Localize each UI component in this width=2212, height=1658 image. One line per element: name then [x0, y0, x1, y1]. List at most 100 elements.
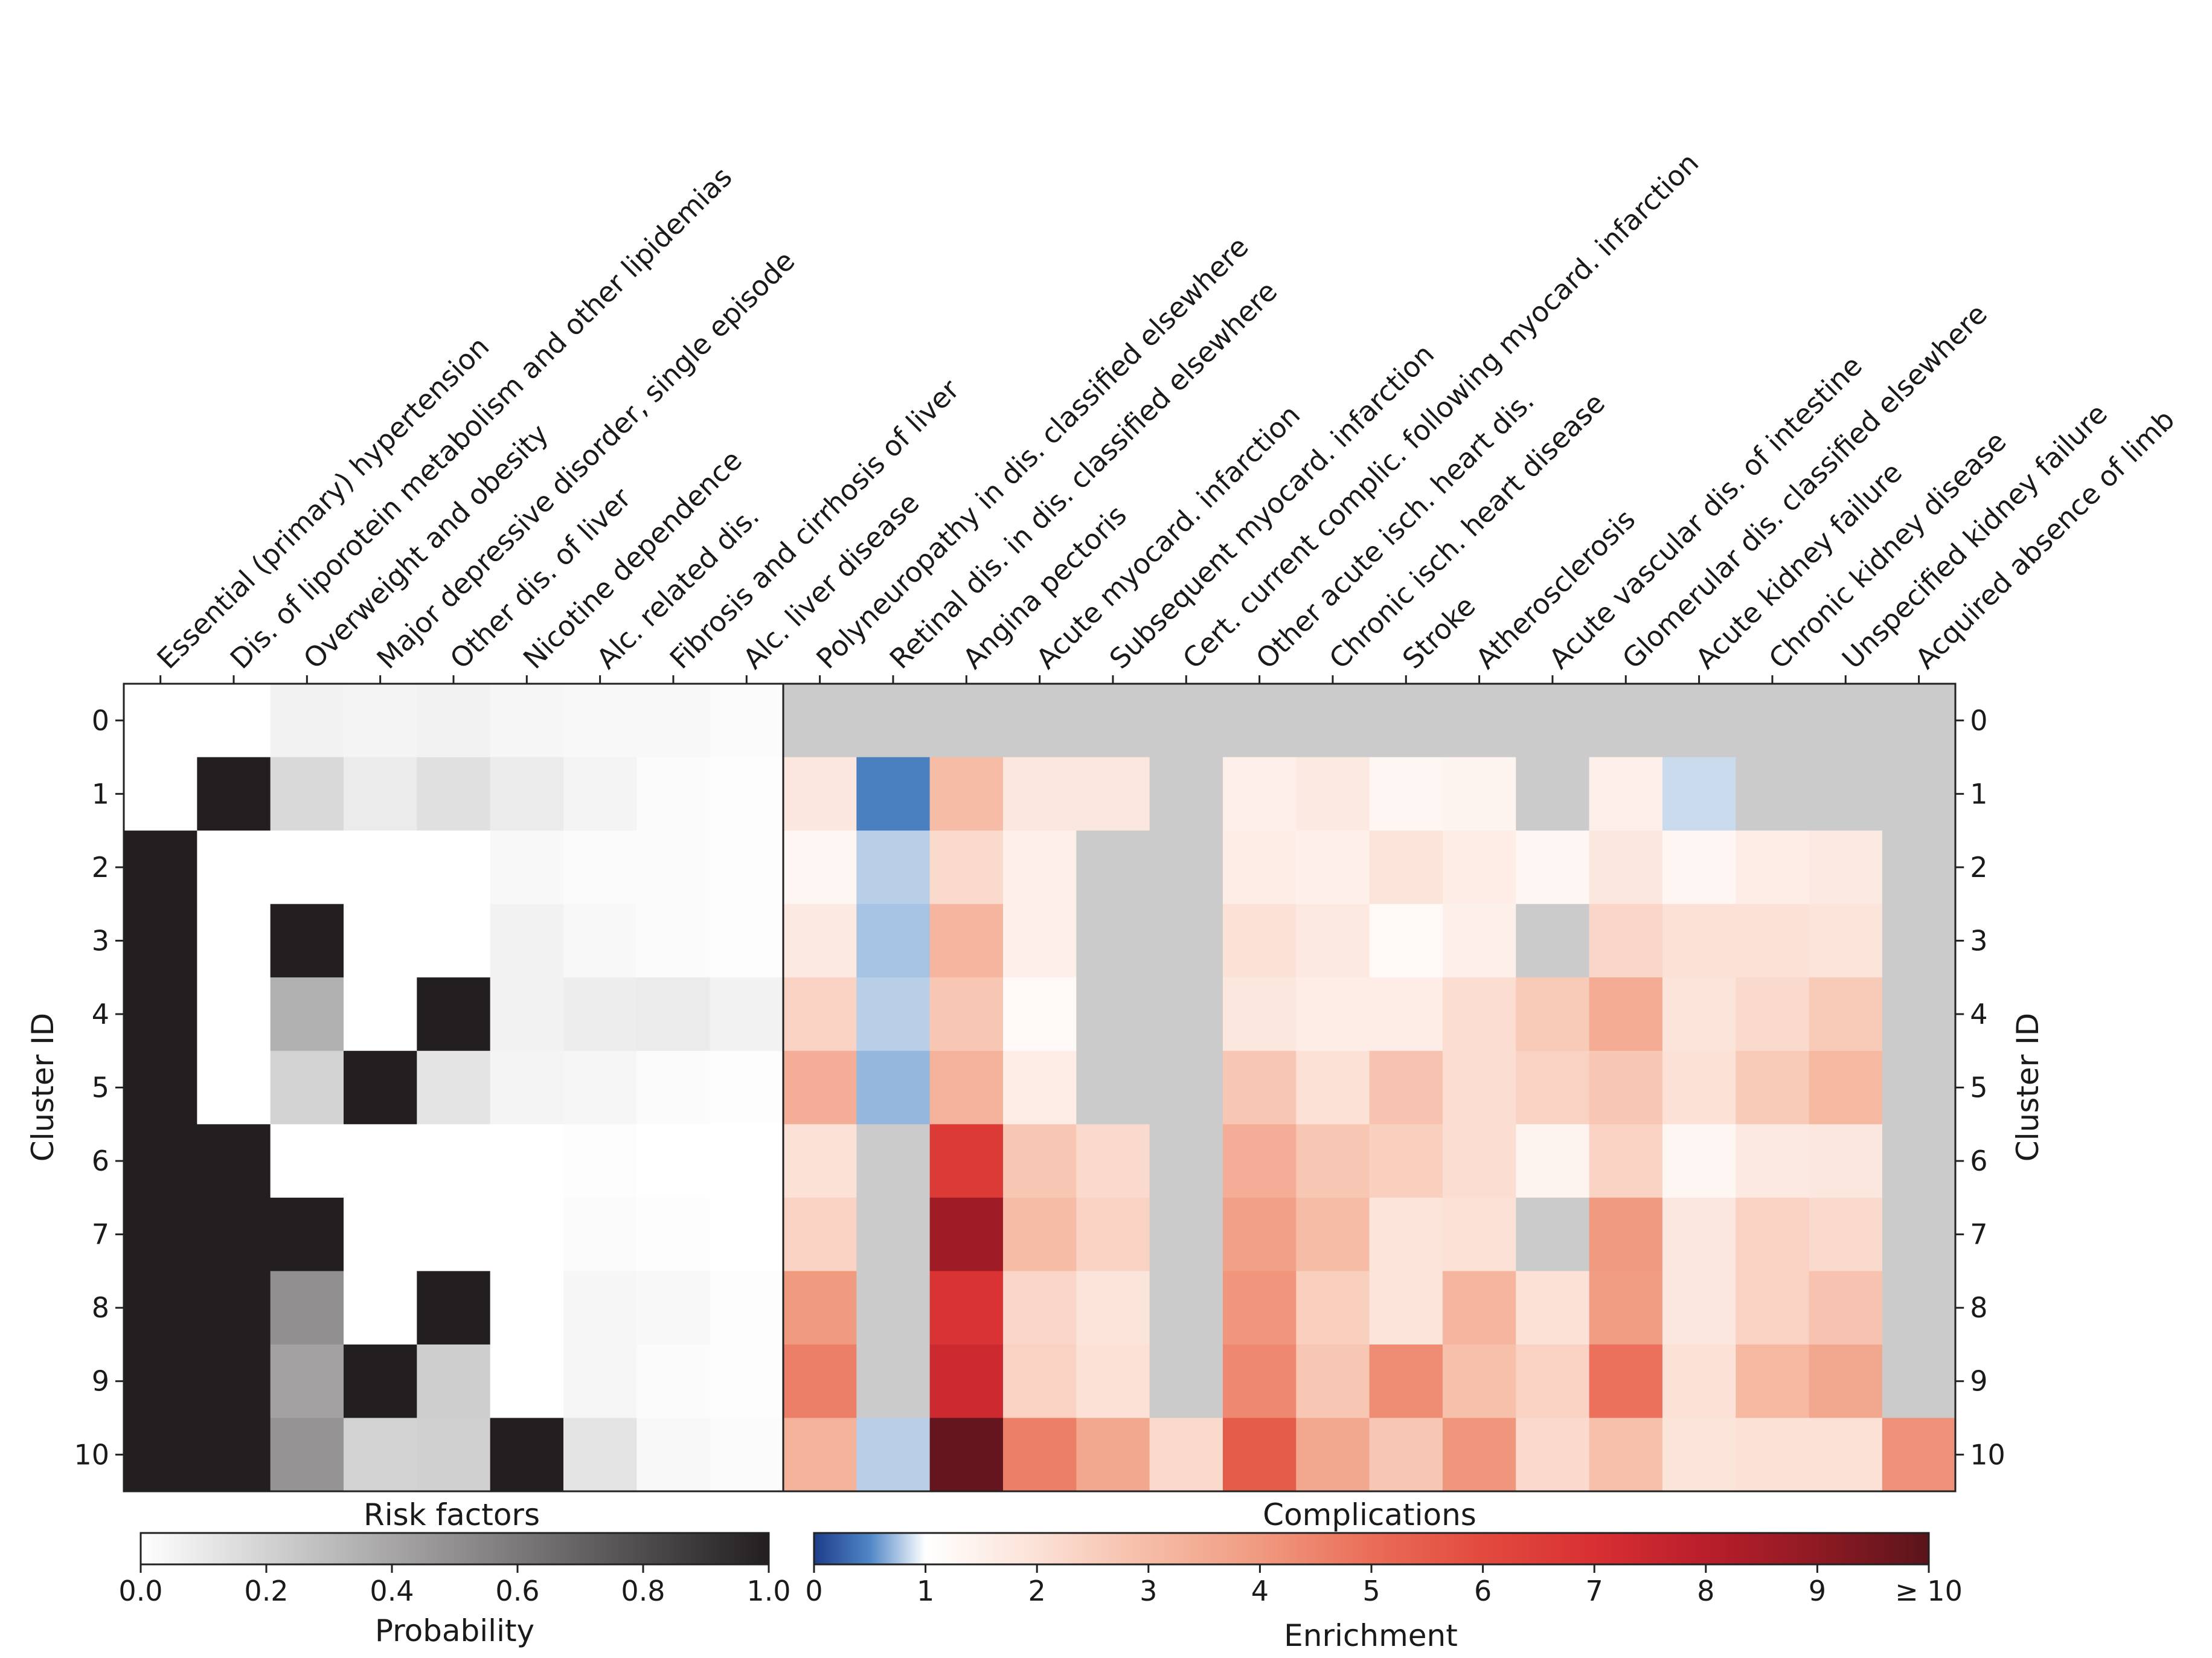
risk-cell-0-5 [490, 684, 564, 758]
risk-cell-2-0 [124, 831, 197, 905]
complication-cell-5-3 [1002, 1050, 1077, 1125]
complication-cell-3-12 [1662, 904, 1736, 978]
risk-cell-10-8 [710, 1418, 784, 1492]
complication-cell-10-5 [1149, 1418, 1223, 1492]
complication-cell-10-14 [1809, 1418, 1883, 1492]
risk-cell-2-1 [197, 831, 271, 905]
risk-cell-1-6 [563, 757, 637, 831]
risk-cell-9-5 [490, 1344, 564, 1419]
complications-title: Complications [1263, 1497, 1476, 1532]
complication-cell-2-5 [1149, 831, 1223, 905]
complication-cell-1-15 [1882, 757, 1956, 831]
complication-cell-3-5 [1149, 904, 1223, 978]
risk-cell-7-6 [563, 1197, 637, 1271]
complication-cell-6-4 [1076, 1124, 1150, 1198]
risk-cell-2-4 [417, 831, 491, 905]
risk-cell-1-8 [710, 757, 784, 831]
complication-cell-7-6 [1222, 1197, 1297, 1271]
complication-cell-2-7 [1296, 831, 1370, 905]
risk-cell-5-7 [636, 1050, 711, 1125]
complication-cell-1-11 [1589, 757, 1663, 831]
complication-cell-5-2 [929, 1050, 1004, 1125]
risk-cell-4-5 [490, 977, 564, 1052]
row-label-right: 7 [1970, 1218, 1987, 1251]
risk-cell-3-8 [710, 904, 784, 978]
complication-cell-8-12 [1662, 1271, 1736, 1345]
complication-cell-2-8 [1369, 831, 1443, 905]
complication-cell-7-1 [856, 1197, 931, 1271]
risk-cell-5-3 [343, 1050, 417, 1125]
complication-cell-6-6 [1222, 1124, 1297, 1198]
complication-cell-1-2 [929, 757, 1004, 831]
complication-cell-6-13 [1736, 1124, 1810, 1198]
enrichment-colorbar-tick-label: 2 [1028, 1575, 1046, 1607]
complication-cell-2-6 [1222, 831, 1297, 905]
row-label-left: 9 [92, 1365, 109, 1398]
complication-cell-7-0 [783, 1197, 857, 1271]
complication-cell-7-4 [1076, 1197, 1150, 1271]
complication-cell-7-13 [1736, 1197, 1810, 1271]
risk-cell-10-6 [563, 1418, 637, 1492]
row-label-right: 0 [1970, 704, 1987, 737]
complication-cell-5-14 [1809, 1050, 1883, 1125]
complication-cell-9-0 [783, 1344, 857, 1419]
row-label-right: 4 [1970, 998, 1987, 1030]
row-label-right: 8 [1970, 1291, 1987, 1324]
complication-cell-8-11 [1589, 1271, 1663, 1345]
risk-cell-6-4 [417, 1124, 491, 1198]
complication-cell-5-4 [1076, 1050, 1150, 1125]
enrichment-colorbar-tick-label: 4 [1251, 1575, 1269, 1607]
complication-cell-1-5 [1149, 757, 1223, 831]
enrichment-colorbar-tick-label: 7 [1586, 1575, 1603, 1607]
enrichment-colorbar-tick-label: 9 [1809, 1575, 1826, 1607]
complication-cell-5-1 [856, 1050, 931, 1125]
complication-cell-6-14 [1809, 1124, 1883, 1198]
row-label-left: 10 [74, 1438, 109, 1471]
complication-cell-9-6 [1222, 1344, 1297, 1419]
complication-cell-7-12 [1662, 1197, 1736, 1271]
complication-cell-10-7 [1296, 1418, 1370, 1492]
complication-cell-8-4 [1076, 1271, 1150, 1345]
risk-cell-4-2 [270, 977, 344, 1052]
risk-cell-5-0 [124, 1050, 197, 1125]
complication-cell-3-2 [929, 904, 1004, 978]
risk-cell-3-7 [636, 904, 711, 978]
complication-cell-3-8 [1369, 904, 1443, 978]
risk-cell-4-3 [343, 977, 417, 1052]
complication-cell-6-3 [1002, 1124, 1077, 1198]
complication-cell-5-6 [1222, 1050, 1297, 1125]
complication-cell-5-12 [1662, 1050, 1736, 1125]
complication-cell-8-2 [929, 1271, 1004, 1345]
complication-cell-6-11 [1589, 1124, 1663, 1198]
probability-colorbar-tick-label: 0.8 [621, 1575, 665, 1607]
complication-cell-2-11 [1589, 831, 1663, 905]
risk-cell-10-1 [197, 1418, 271, 1492]
risk-cell-0-7 [636, 684, 711, 758]
complication-cell-4-2 [929, 977, 1004, 1052]
row-labels-right: 0 1 2 3 4 5 6 7 8 9 10 [1970, 704, 2005, 1471]
complication-cell-10-2 [929, 1418, 1004, 1492]
complication-cell-1-10 [1516, 757, 1590, 831]
complication-cell-9-4 [1076, 1344, 1150, 1419]
complication-cell-7-3 [1002, 1197, 1077, 1271]
complication-cell-1-14 [1809, 757, 1883, 831]
row-label-left: 0 [92, 704, 109, 737]
complication-cell-0-6 [1222, 684, 1297, 758]
complication-cell-4-5 [1149, 977, 1223, 1052]
risk-cell-5-1 [197, 1050, 271, 1125]
complication-cell-2-9 [1442, 831, 1516, 905]
complication-cell-4-11 [1589, 977, 1663, 1052]
risk-factor-heatmap [124, 684, 784, 1492]
risk-cell-10-4 [417, 1418, 491, 1492]
complication-cell-0-13 [1736, 684, 1810, 758]
complication-cell-8-15 [1882, 1271, 1956, 1345]
complication-cell-2-1 [856, 831, 931, 905]
risk-cell-2-2 [270, 831, 344, 905]
risk-cell-3-0 [124, 904, 197, 978]
risk-cell-9-0 [124, 1344, 197, 1419]
complication-cell-8-6 [1222, 1271, 1297, 1345]
complication-cell-6-5 [1149, 1124, 1223, 1198]
risk-cell-8-7 [636, 1271, 711, 1345]
complication-cell-6-12 [1662, 1124, 1736, 1198]
complication-cell-4-12 [1662, 977, 1736, 1052]
